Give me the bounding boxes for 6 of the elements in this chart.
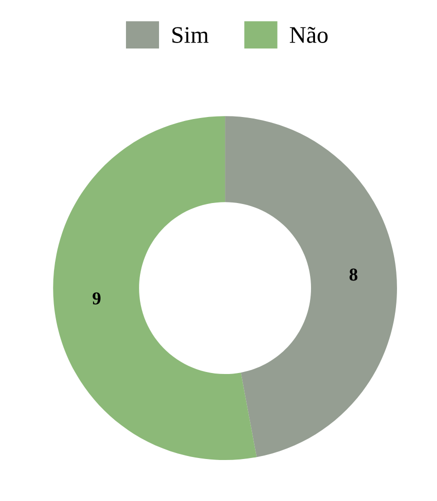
donut-slice (53, 116, 257, 460)
donut-slice (225, 116, 397, 458)
legend-label: Não (290, 26, 328, 43)
data-label: 9 (92, 292, 101, 304)
data-label: 8 (350, 268, 358, 281)
legend-label: Sim (172, 27, 209, 43)
